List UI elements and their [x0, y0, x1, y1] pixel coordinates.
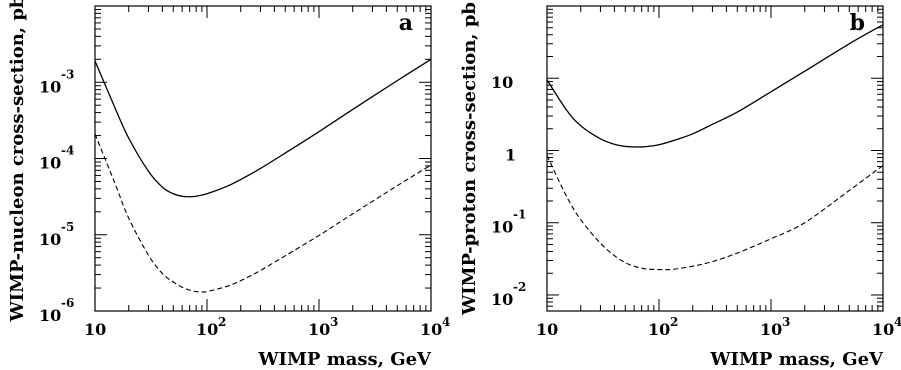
x-tick-label-exponent: 4 [894, 315, 901, 329]
series-line-solid [546, 24, 884, 148]
panel-letter: b [850, 10, 865, 36]
y-axis-label: WIMP-proton cross-section, pb [459, 2, 480, 316]
x-tick-label: 10 [872, 320, 894, 339]
x-tick-label: 10 [84, 320, 106, 339]
x-tick-label: 10 [308, 320, 330, 339]
x-tick-label: 10 [648, 320, 670, 339]
plot-frame [546, 5, 884, 312]
x-tick-label-exponent: 3 [330, 315, 338, 329]
y-tick-label-exponent: -1 [513, 208, 526, 222]
x-tick-label-exponent: 2 [670, 315, 678, 329]
x-tick-label: 10 [536, 320, 558, 339]
y-axis-label: WIMP-nucleon cross-section, pb [7, 0, 28, 323]
y-tick-label-exponent: -2 [513, 280, 526, 294]
y-tick-label: 10 [491, 73, 513, 92]
y-tick-label: 10 [491, 290, 513, 309]
x-tick-label-exponent: 3 [782, 315, 790, 329]
x-tick-label-exponent: 2 [218, 315, 226, 329]
y-tick-label-exponent: -5 [61, 220, 74, 234]
y-tick-label: 10 [39, 154, 61, 173]
y-tick-label-exponent: -3 [61, 67, 74, 81]
x-tick-label: 10 [196, 320, 218, 339]
y-tick-label: 10 [39, 306, 61, 325]
x-axis-label: WIMP mass, GeV [257, 349, 432, 370]
x-axis-label: WIMP mass, GeV [709, 349, 884, 370]
x-tick-label: 10 [760, 320, 782, 339]
y-tick-label: 10 [39, 77, 61, 96]
y-tick-label-exponent: -6 [61, 296, 74, 310]
series-line-dashed [546, 155, 884, 271]
y-tick-label: 10 [39, 230, 61, 249]
y-tick-label: 1 [505, 145, 516, 164]
series-line-dashed [94, 133, 432, 293]
plot-frame [94, 5, 432, 312]
y-tick-label-exponent: -4 [61, 144, 74, 158]
panel-letter: a [399, 10, 413, 36]
series-line-solid [94, 58, 432, 198]
x-tick-label: 10 [420, 320, 442, 339]
x-tick-label-exponent: 4 [442, 315, 450, 329]
y-tick-label: 10 [491, 218, 513, 237]
